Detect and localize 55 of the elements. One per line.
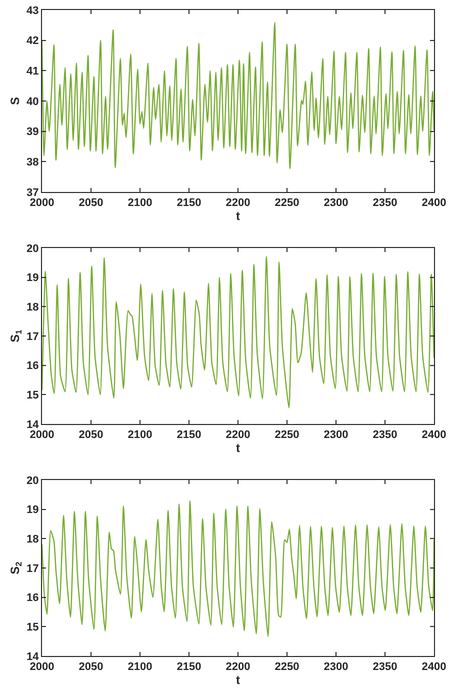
x-tick-label: 2300 — [324, 197, 348, 210]
x-tick-label: 2050 — [78, 661, 104, 674]
x-tick-label: 2250 — [274, 661, 300, 674]
x-tick-label: 2200 — [226, 197, 250, 210]
line-series — [42, 500, 434, 637]
y-tick-label: 16 — [26, 592, 39, 604]
x-tick-label: 2150 — [176, 661, 202, 674]
y-tick-label: 41 — [26, 66, 39, 78]
x-tick-label: 2100 — [128, 197, 152, 210]
x-tick-label: 2350 — [372, 661, 398, 674]
x-axis-title: t — [236, 209, 240, 224]
y-tick-label: 14 — [26, 418, 40, 431]
y-tick-label: 39 — [26, 126, 39, 138]
y-tick-label: 14 — [26, 650, 40, 663]
x-tick-label: 2300 — [324, 661, 348, 674]
x-tick-label: 2000 — [30, 429, 54, 442]
x-axis-title: t — [236, 441, 240, 456]
x-tick-label: 2150 — [176, 429, 202, 442]
x-tick-label: 2000 — [30, 661, 54, 674]
y-tick-label: 18 — [26, 534, 39, 546]
y-tick-label: 15 — [26, 622, 39, 634]
x-tick-label: 2350 — [372, 197, 398, 210]
y-tick-label: 38 — [26, 156, 39, 169]
y-tick-label: 17 — [26, 330, 39, 343]
y-tick-label: 18 — [26, 302, 39, 314]
x-tick-label: 2300 — [324, 429, 348, 442]
x-tick-label: 2200 — [226, 429, 250, 442]
x-tick-label: 2400 — [422, 661, 446, 674]
x-tick-label: 2100 — [128, 661, 152, 674]
y-tick-label: 43 — [26, 4, 39, 17]
x-tick-label: 2250 — [274, 197, 300, 210]
x-tick-label: 2200 — [226, 661, 250, 674]
line-series — [42, 22, 434, 170]
y-tick-label: 15 — [26, 390, 39, 402]
y-tick-label: 19 — [26, 504, 39, 516]
x-tick-label: 2000 — [30, 197, 54, 210]
x-tick-label: 2050 — [78, 429, 104, 442]
line-series — [42, 256, 434, 408]
y-tick-label: 16 — [26, 360, 39, 372]
x-tick-label: 2350 — [372, 429, 398, 442]
x-tick-label: 2100 — [128, 429, 152, 442]
y-tick-label: 19 — [26, 272, 39, 284]
x-tick-label: 2150 — [176, 197, 202, 210]
x-tick-label: 2050 — [78, 197, 104, 210]
x-tick-label: 2400 — [422, 197, 446, 210]
y-axis-title: S — [8, 96, 22, 106]
x-axis-title: t — [236, 673, 240, 688]
y-tick-label: 40 — [26, 96, 39, 108]
x-tick-label: 2250 — [274, 429, 300, 442]
y-tick-label: 20 — [26, 474, 39, 487]
y-tick-label: 42 — [26, 35, 39, 48]
x-tick-label: 2400 — [422, 429, 446, 442]
y-tick-label: 17 — [26, 562, 39, 575]
y-tick-label: 37 — [26, 186, 39, 199]
y-tick-label: 20 — [26, 242, 39, 255]
